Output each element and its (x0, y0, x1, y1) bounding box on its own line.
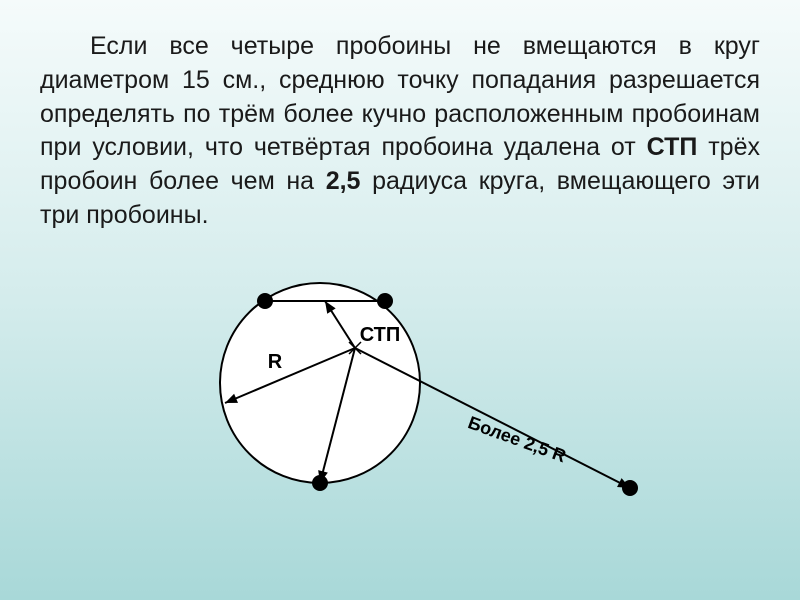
stp-diagram: СТП R Более 2,5 R (150, 253, 650, 513)
label-more-radius: Более 2,5 R (465, 412, 568, 466)
hit-point-top_left (257, 293, 273, 309)
hit-point-bottom (312, 475, 328, 491)
paragraph-stp: СТП (647, 133, 698, 161)
main-paragraph: Если все четыре пробоины не вмещаются в … (40, 30, 760, 233)
hit-point-far (622, 480, 638, 496)
label-stp: СТП (360, 324, 401, 346)
bounding-circle (220, 283, 420, 483)
label-radius: R (268, 351, 283, 373)
diagram-container: СТП R Более 2,5 R (40, 253, 760, 513)
paragraph-radius-num: 2,5 (326, 167, 361, 195)
hit-point-top_right (377, 293, 393, 309)
